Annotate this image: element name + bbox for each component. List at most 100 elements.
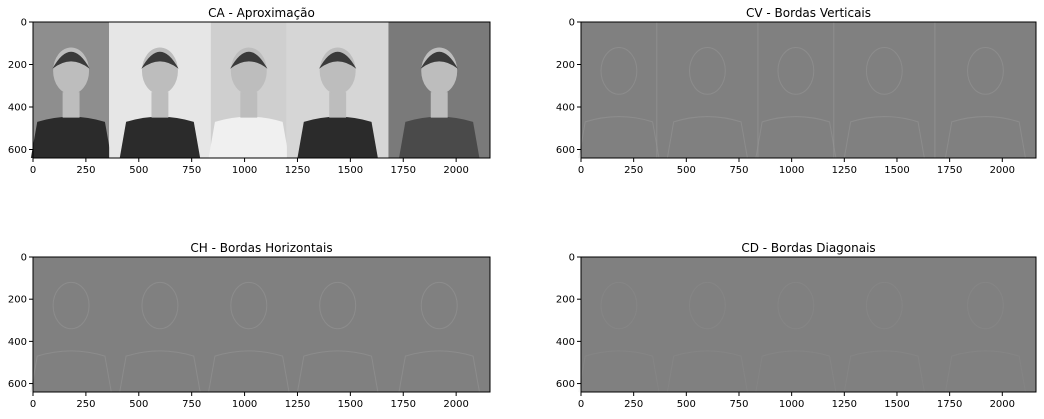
x-tick-label: 1500 — [338, 165, 363, 176]
chart-title: CH - Bordas Horizontais — [190, 241, 332, 255]
photo-hair — [420, 51, 458, 69]
x-tick-label: 1750 — [937, 399, 962, 410]
axes-frame — [32, 256, 491, 393]
photo-hair — [319, 51, 357, 69]
edge-silhouette-1 — [578, 47, 660, 159]
edge-silhouette-5 — [398, 281, 480, 393]
y-tick-label: 200 — [556, 60, 575, 71]
y-tick-label: 0 — [569, 253, 575, 264]
photo-person-1 — [30, 22, 112, 158]
x-tick-label: 750 — [729, 399, 748, 410]
edge-silhouette-5 — [944, 47, 1026, 159]
edge-shoulders — [755, 116, 837, 159]
chart-title: CV - Bordas Verticais — [746, 6, 871, 20]
y-tick-label: 200 — [8, 295, 27, 306]
edge-silhouette-2 — [666, 281, 748, 393]
x-tick-label: 2000 — [443, 399, 468, 410]
x-tick-label: 250 — [624, 165, 643, 176]
edge-face — [688, 281, 726, 330]
edge-silhouette-4 — [296, 281, 379, 393]
chart-title: CD - Bordas Diagonais — [741, 241, 875, 255]
photo-shirt — [208, 116, 290, 158]
x-tick-label: 2000 — [443, 165, 468, 176]
detail-field — [33, 257, 490, 392]
edge-silhouette-1 — [578, 281, 660, 393]
edge-silhouette-2 — [119, 281, 201, 393]
x-tick-label: 1250 — [285, 165, 310, 176]
photo-shirt — [399, 116, 480, 158]
axes-frame — [580, 21, 1037, 159]
y-tick-label: 400 — [556, 103, 575, 114]
x-tick-label: 750 — [729, 165, 748, 176]
y-tick-label: 400 — [556, 337, 575, 348]
x-tick-label: 1250 — [832, 399, 857, 410]
x-tick-label: 1500 — [884, 165, 909, 176]
edge-shoulders — [296, 350, 379, 393]
photo-person-5 — [388, 22, 490, 158]
edge-face — [865, 47, 903, 95]
photo-hair — [141, 51, 179, 69]
y-tick-label: 400 — [8, 337, 27, 348]
y-tick-label: 600 — [556, 379, 575, 390]
y-tick-label: 0 — [21, 18, 27, 29]
y-tick-label: 200 — [556, 295, 575, 306]
x-tick-label: 1750 — [937, 165, 962, 176]
x-tick-label: 1250 — [285, 399, 310, 410]
x-tick-label: 1750 — [391, 399, 416, 410]
edge-face — [688, 47, 726, 95]
x-tick-label: 750 — [182, 165, 201, 176]
x-tick-label: 1750 — [391, 165, 416, 176]
photo-neck — [240, 92, 258, 118]
x-tick-label: 0 — [30, 165, 36, 176]
edge-silhouette-2 — [666, 47, 748, 159]
x-tick-label: 1000 — [779, 399, 804, 410]
x-tick-label: 1000 — [232, 165, 257, 176]
axes-frame — [580, 256, 1037, 393]
edge-silhouette-4 — [843, 281, 925, 393]
x-tick-label: 250 — [76, 399, 95, 410]
panel-ch-bordas-horizontais: CH - Bordas Horizontais 0 250 500 750 1000 125… — [8, 241, 491, 410]
edge-shoulders — [208, 350, 290, 393]
x-tick-label: 2000 — [990, 399, 1015, 410]
edge-shoulders — [30, 350, 112, 393]
photo-shirt — [119, 116, 201, 158]
edge-shoulders — [398, 350, 480, 393]
photo-neck — [430, 92, 448, 118]
edge-shoulders — [578, 350, 660, 393]
edge-silhouette-3 — [755, 47, 837, 159]
edge-face — [967, 281, 1004, 330]
x-tick-label: 500 — [129, 399, 148, 410]
y-tick-label: 400 — [8, 103, 27, 114]
edge-shoulders — [666, 350, 748, 393]
x-tick-label: 0 — [578, 165, 584, 176]
x-tick-label: 500 — [677, 165, 696, 176]
photo-person-3 — [208, 22, 290, 158]
edge-face — [600, 47, 638, 95]
photo-shirt — [297, 116, 378, 158]
edge-face — [230, 281, 268, 330]
edge-face — [967, 47, 1004, 95]
x-tick-label: 500 — [677, 399, 696, 410]
x-tick-label: 2000 — [990, 165, 1015, 176]
x-tick-label: 500 — [129, 165, 148, 176]
x-tick-label: 0 — [30, 399, 36, 410]
panel-cv-bordas-verticais: CV - Bordas Verticais 0 250 500 750 1000 1250 1… — [556, 6, 1037, 176]
edge-face — [777, 47, 815, 95]
photo-shirt — [30, 116, 112, 158]
photo-neck — [62, 92, 80, 118]
edge-face — [141, 281, 179, 330]
x-tick-label: 1000 — [232, 399, 257, 410]
edge-face — [52, 281, 90, 330]
y-tick-label: 0 — [569, 18, 575, 29]
edge-silhouette-3 — [755, 281, 837, 393]
edge-face — [319, 281, 357, 330]
x-tick-label: 1500 — [884, 399, 909, 410]
detail-field — [581, 22, 1036, 158]
edge-face — [865, 281, 903, 330]
edge-shoulders — [119, 350, 201, 393]
x-tick-label: 0 — [578, 399, 584, 410]
x-tick-label: 250 — [76, 165, 95, 176]
edge-silhouette-5 — [944, 281, 1026, 393]
edge-shoulders — [755, 350, 837, 393]
